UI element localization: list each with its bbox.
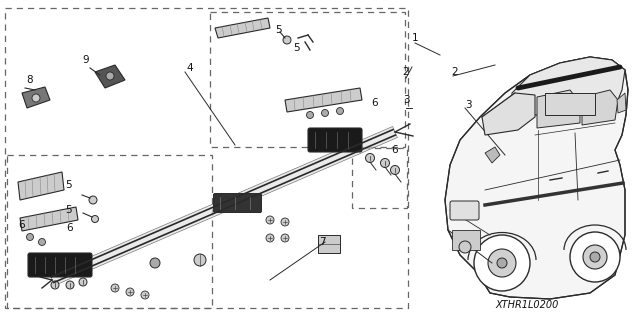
- Circle shape: [459, 241, 471, 253]
- Circle shape: [307, 112, 314, 118]
- Bar: [318, 235, 340, 253]
- Circle shape: [66, 281, 74, 289]
- Polygon shape: [617, 93, 626, 113]
- Circle shape: [38, 239, 45, 246]
- Circle shape: [92, 216, 99, 222]
- Circle shape: [51, 281, 59, 289]
- Circle shape: [26, 234, 33, 241]
- Circle shape: [321, 109, 328, 116]
- Circle shape: [150, 258, 160, 268]
- Circle shape: [126, 288, 134, 296]
- Circle shape: [283, 36, 291, 44]
- Polygon shape: [537, 90, 580, 128]
- Bar: [452, 230, 480, 250]
- Polygon shape: [22, 87, 50, 108]
- Polygon shape: [18, 172, 64, 200]
- Circle shape: [106, 72, 114, 80]
- Text: XTHR1L0200: XTHR1L0200: [495, 300, 559, 310]
- Circle shape: [488, 249, 516, 277]
- FancyBboxPatch shape: [214, 194, 262, 212]
- Polygon shape: [482, 93, 535, 135]
- Polygon shape: [512, 57, 625, 115]
- Text: 8: 8: [27, 75, 33, 85]
- Text: 3: 3: [465, 100, 471, 110]
- Circle shape: [337, 108, 344, 115]
- Circle shape: [281, 218, 289, 226]
- Polygon shape: [582, 90, 618, 125]
- Circle shape: [390, 166, 399, 174]
- Text: 2: 2: [452, 67, 458, 77]
- Circle shape: [497, 258, 507, 268]
- Circle shape: [89, 196, 97, 204]
- Circle shape: [79, 278, 87, 286]
- Bar: [545, 93, 595, 115]
- Circle shape: [32, 94, 40, 102]
- FancyBboxPatch shape: [28, 253, 92, 277]
- Text: 3: 3: [403, 95, 410, 105]
- FancyBboxPatch shape: [308, 128, 362, 152]
- Text: 6: 6: [372, 98, 378, 108]
- Circle shape: [570, 232, 620, 282]
- Circle shape: [474, 235, 530, 291]
- Circle shape: [194, 254, 206, 266]
- Circle shape: [381, 159, 390, 167]
- Circle shape: [141, 291, 149, 299]
- Circle shape: [266, 216, 274, 224]
- Text: 5: 5: [292, 43, 300, 53]
- Bar: [5, 8, 408, 308]
- Polygon shape: [20, 207, 78, 231]
- Bar: [7, 155, 212, 308]
- Polygon shape: [485, 147, 500, 163]
- Circle shape: [266, 234, 274, 242]
- Circle shape: [365, 153, 374, 162]
- Text: 1: 1: [412, 33, 419, 43]
- Circle shape: [281, 234, 289, 242]
- Polygon shape: [95, 65, 125, 88]
- Circle shape: [590, 252, 600, 262]
- Circle shape: [111, 284, 119, 292]
- Text: 2: 2: [403, 67, 410, 77]
- Polygon shape: [215, 18, 270, 38]
- Bar: [352, 148, 407, 208]
- Text: 6: 6: [67, 223, 74, 233]
- Circle shape: [583, 245, 607, 269]
- Text: 6: 6: [392, 145, 398, 155]
- Text: 5: 5: [65, 205, 71, 215]
- Bar: [210, 12, 405, 147]
- Text: 5: 5: [276, 25, 282, 35]
- Polygon shape: [285, 88, 362, 112]
- FancyBboxPatch shape: [450, 201, 479, 220]
- Polygon shape: [445, 57, 628, 299]
- Text: 9: 9: [83, 55, 90, 65]
- Text: 5: 5: [66, 180, 72, 190]
- Text: 7: 7: [319, 237, 325, 247]
- Text: 4: 4: [187, 63, 193, 73]
- Text: 6: 6: [19, 220, 26, 230]
- Polygon shape: [50, 127, 397, 286]
